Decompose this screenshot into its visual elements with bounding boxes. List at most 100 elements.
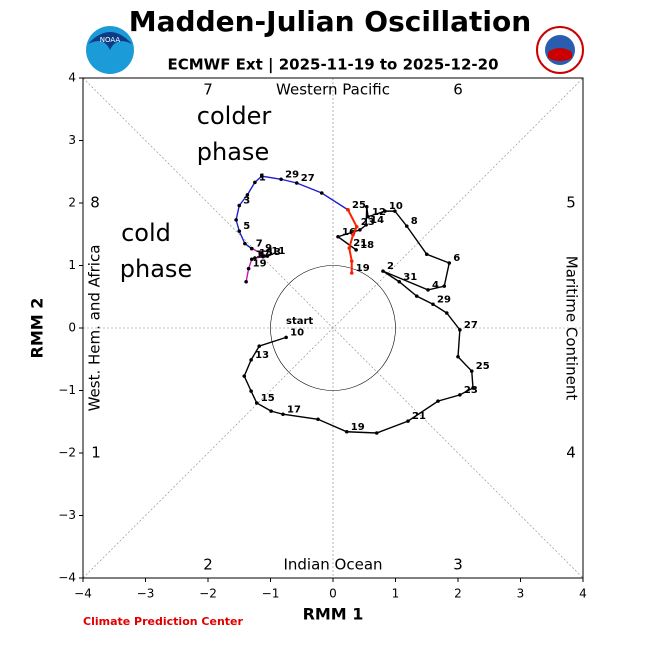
track-point	[406, 419, 410, 423]
track-point	[366, 214, 370, 219]
day-label: 8	[411, 216, 418, 227]
day-label: 25	[476, 361, 490, 372]
day-label: 31	[403, 272, 417, 283]
day-label: 29	[285, 169, 299, 180]
plot-area	[82, 77, 584, 579]
phase-label: 8	[90, 194, 100, 212]
track-line	[235, 175, 349, 250]
track-point	[242, 374, 247, 378]
track-point	[249, 389, 253, 393]
day-label: 5	[243, 221, 250, 232]
day-label: 2	[387, 261, 394, 272]
day-label: 25	[352, 200, 366, 211]
day-label: 17	[287, 404, 301, 415]
track-point	[237, 203, 242, 208]
x-tick-label: −3	[137, 587, 155, 601]
track-point	[458, 328, 462, 332]
track-point	[381, 269, 385, 273]
day-label: 6	[453, 253, 460, 264]
track-point	[284, 335, 288, 340]
phase-label: 6	[453, 81, 463, 99]
y-tick-label: 1	[68, 258, 76, 272]
track-point	[404, 224, 409, 228]
track-point	[471, 386, 475, 390]
track-point	[351, 233, 355, 237]
track-point	[456, 354, 460, 359]
day-label: 23	[361, 217, 375, 228]
track-point	[249, 246, 254, 251]
phase-label: 5	[566, 194, 576, 212]
x-tick-label: 1	[392, 587, 400, 601]
y-tick-label: −3	[58, 508, 76, 522]
track-point	[358, 228, 362, 232]
track-point	[364, 223, 368, 227]
track-point	[249, 257, 254, 262]
track-point	[442, 284, 447, 288]
y-tick-label: 3	[68, 133, 76, 147]
track-point	[414, 294, 419, 298]
track-point	[245, 193, 250, 197]
track-point	[431, 302, 435, 307]
day-label: 15	[261, 393, 275, 404]
day-label: 10	[290, 327, 304, 338]
day-label: 19	[356, 263, 370, 274]
day-label: 10	[389, 201, 403, 212]
track-point	[397, 279, 402, 284]
day-label: 19	[351, 422, 365, 433]
phase-label: 4	[566, 444, 576, 462]
track-line	[243, 206, 474, 434]
track-point	[259, 174, 264, 178]
day-label: 17	[256, 249, 270, 260]
unit-circle	[270, 265, 396, 391]
track-point	[234, 218, 238, 222]
track-point	[281, 412, 285, 417]
day-label: 21	[412, 411, 426, 422]
track-point	[436, 399, 440, 403]
day-label: 4	[432, 280, 439, 291]
day-label: 27	[301, 173, 315, 184]
x-tick-label: 4	[579, 587, 587, 601]
track-point	[354, 224, 359, 229]
track-point	[447, 261, 452, 265]
track-point	[336, 234, 340, 239]
track-point	[265, 254, 270, 258]
x-tick-label: −2	[199, 587, 217, 601]
track-point	[424, 252, 429, 257]
track-point	[364, 204, 369, 209]
track-point	[349, 271, 354, 275]
x-axis-label: RMM 1	[303, 605, 364, 624]
day-label: 16	[342, 227, 356, 238]
day-label: 18	[360, 240, 374, 251]
phase-label: 1	[91, 444, 101, 462]
track-point	[469, 369, 474, 373]
day-label: 13	[267, 247, 281, 258]
day-label: 15	[259, 248, 273, 259]
y-tick-label: −1	[58, 383, 76, 397]
track-point	[257, 344, 262, 348]
y-axis-label: RMM 2	[28, 298, 47, 359]
track-point	[426, 288, 430, 292]
day-label: 27	[464, 320, 478, 331]
annotation: start	[286, 316, 313, 327]
day-label: 21	[353, 238, 367, 249]
day-label: 13	[255, 350, 269, 361]
track-point	[269, 409, 273, 413]
track-point	[243, 241, 247, 246]
x-tick-label: 0	[329, 587, 337, 601]
track-point	[346, 208, 350, 212]
x-tick-label: −4	[74, 587, 92, 601]
y-tick-label: 0	[68, 321, 76, 335]
track-line	[347, 209, 358, 273]
y-tick-label: 4	[68, 71, 76, 85]
track-point	[259, 251, 263, 255]
day-label: 1	[259, 172, 266, 183]
day-label: 29	[437, 294, 451, 305]
day-label: 7	[256, 239, 263, 250]
day-label: 3	[243, 196, 250, 207]
track-point	[249, 358, 253, 362]
noaa-logo: NOAA	[86, 26, 134, 74]
annotation: colder	[197, 102, 272, 130]
track-point	[254, 401, 259, 405]
track-point	[393, 209, 397, 213]
